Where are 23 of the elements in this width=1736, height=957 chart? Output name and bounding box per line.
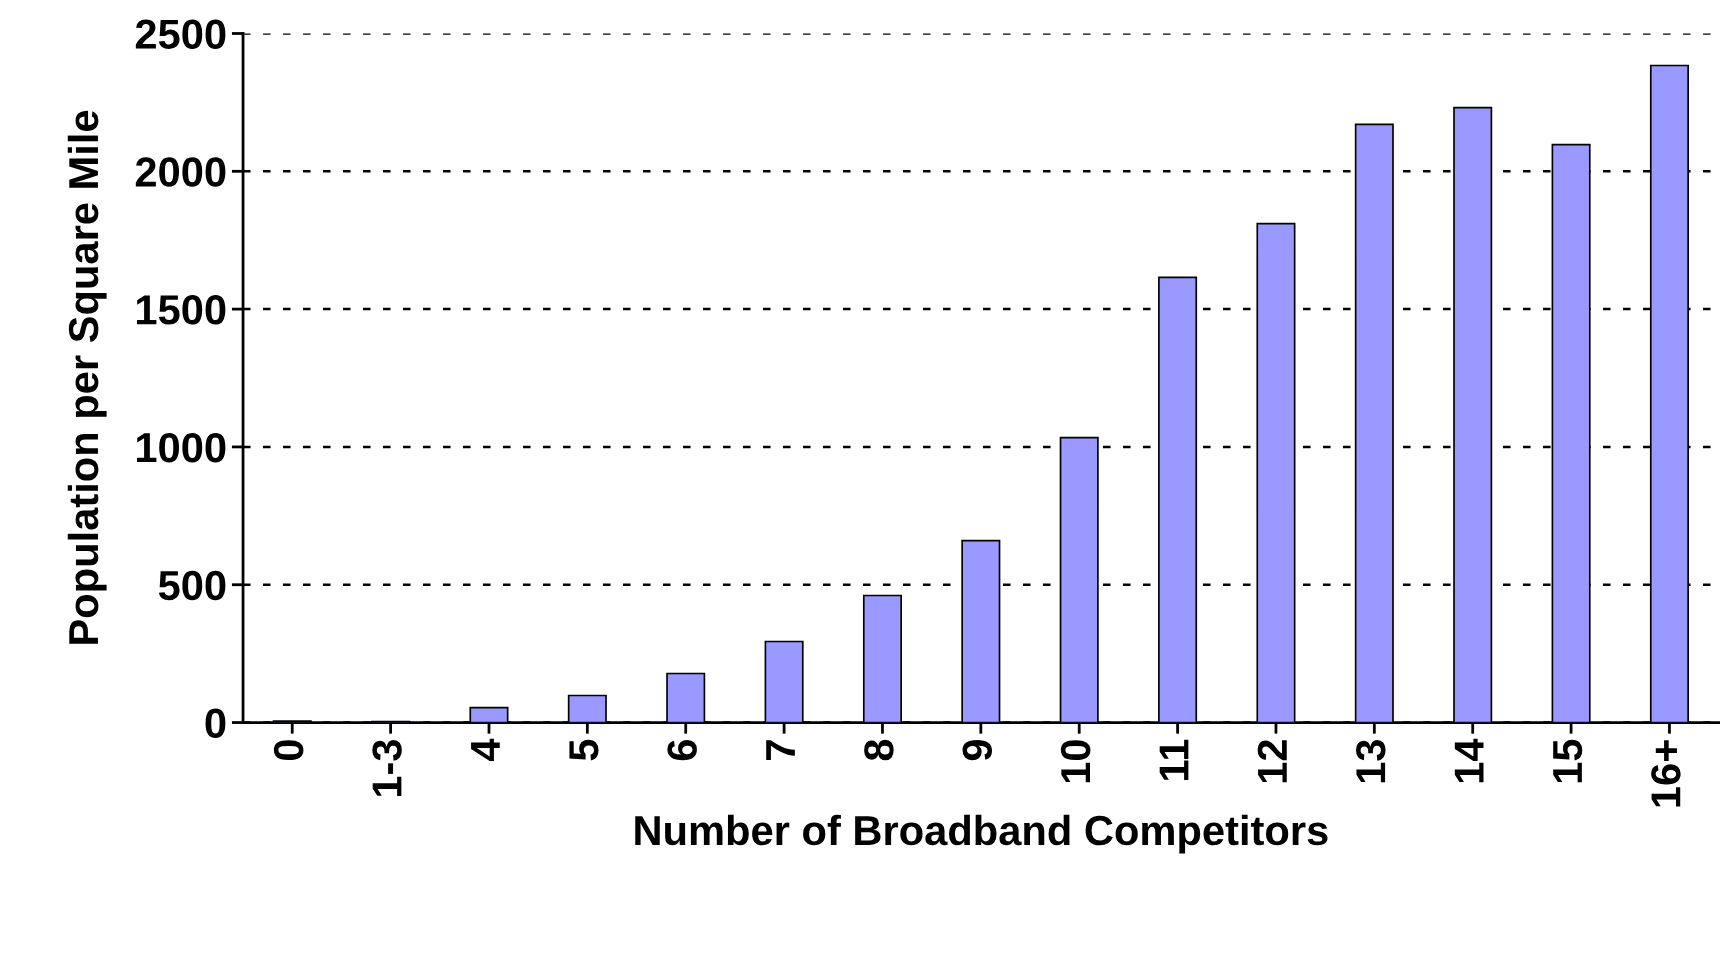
y-tick-label: 500 [158, 570, 226, 601]
x-tick-label: 6 [667, 740, 697, 761]
y-tick-label: 1000 [137, 432, 226, 463]
y-tick-label: 2000 [135, 157, 226, 187]
y-tick-label: 1500 [137, 295, 226, 325]
x-tick-label: 11 [1159, 739, 1189, 780]
x-tick-label: 7 [766, 740, 795, 760]
x-tick-label: 14 [1454, 738, 1484, 783]
x-tick-label: 12 [1257, 740, 1287, 783]
y-axis-title: Population per Square Mile [67, 110, 107, 644]
x-tick-label: 13 [1356, 740, 1386, 783]
x-tick-label: 0 [273, 740, 304, 761]
x-axis-title: Number of Broadband Competitors [635, 814, 1328, 854]
y-tick-label: 2500 [135, 19, 226, 49]
x-tick-label: 10 [1060, 740, 1091, 783]
x-tick-label: 8 [864, 739, 894, 761]
x-tick-label: 16+ [1651, 740, 1681, 807]
y-tick-label: 0 [205, 708, 226, 739]
x-tick-label: 1-3 [372, 740, 402, 797]
x-tick-label: 5 [569, 739, 599, 761]
x-tick-label: 9 [962, 740, 993, 761]
x-tick-label: 15 [1553, 739, 1583, 783]
x-tick-label: 4 [471, 738, 500, 762]
